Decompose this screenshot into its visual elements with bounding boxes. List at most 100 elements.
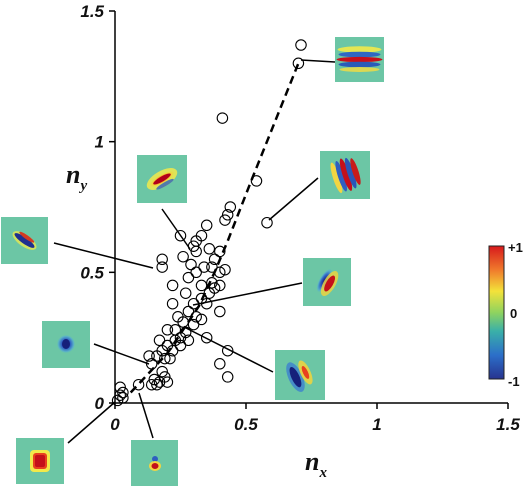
data-point [224, 201, 237, 213]
data-point [195, 313, 208, 326]
data-point [117, 386, 129, 399]
axis-ticks: 0 0.5 1 1.5 0 0.5 1 1.5 [80, 2, 520, 434]
data-point [166, 297, 179, 310]
x-axis-title: nx [305, 447, 327, 481]
data-point [208, 282, 221, 294]
data-point [195, 229, 208, 242]
data-point [159, 352, 171, 365]
y-tick-label: 0.5 [80, 263, 104, 282]
inset-small-bipolar [131, 440, 178, 486]
data-point [143, 350, 155, 362]
data-point [292, 57, 305, 70]
data-point [182, 305, 195, 318]
data-point [156, 253, 168, 266]
y-tick-label: 1.5 [80, 2, 104, 21]
data-point [114, 389, 126, 401]
data-point [198, 261, 210, 273]
colorbar: +1 0 -1 [488, 240, 523, 389]
data-point [221, 344, 234, 357]
data-point [172, 311, 184, 323]
data-point [219, 263, 231, 276]
data-point [206, 261, 218, 273]
data-point [185, 258, 197, 271]
inset-leader-line [53, 242, 154, 269]
data-point [159, 371, 171, 383]
data-point [261, 216, 273, 229]
data-point [151, 378, 163, 391]
data-point [166, 279, 179, 292]
colorbar-gradient [488, 245, 505, 380]
data-point [214, 245, 226, 258]
inset-leader-line [300, 59, 336, 63]
inset-leader-line [161, 208, 191, 250]
data-point [169, 324, 182, 336]
inset-leader-line [268, 177, 319, 221]
data-point [190, 266, 202, 279]
data-point [200, 219, 213, 232]
receptive-field-insets [1, 37, 384, 486]
data-point [182, 334, 195, 347]
inset-leader-line [138, 392, 154, 439]
data-point [164, 352, 176, 365]
data-point [190, 311, 202, 323]
data-point [195, 279, 208, 292]
colorbar-label-mid: 0 [510, 306, 517, 321]
data-point [174, 331, 187, 344]
data-point [208, 253, 221, 266]
inset-diagonal-left [1, 217, 48, 264]
inset-two-lobe [303, 258, 351, 306]
y-axis-title: ny [66, 160, 87, 194]
data-point [221, 371, 234, 383]
data-point [174, 339, 187, 352]
inset-multi-lobe [320, 151, 370, 199]
inset-leader-line [93, 343, 150, 365]
data-point [111, 394, 124, 407]
data-point [214, 279, 226, 292]
data-point [187, 318, 200, 331]
data-point [145, 378, 158, 391]
data-points [111, 39, 307, 407]
data-point [214, 358, 226, 370]
x-tick-label: 0.5 [234, 415, 258, 434]
data-point [161, 324, 174, 336]
inset-two-lobe-vertical [275, 350, 325, 400]
x-tick-label: 1.5 [496, 415, 520, 434]
inset-horizontal-stripes [335, 37, 384, 82]
x-tick-label: 1 [372, 415, 381, 434]
data-point [156, 261, 168, 273]
data-point [177, 250, 189, 263]
data-point [114, 381, 126, 394]
data-point [295, 39, 307, 51]
data-point [161, 376, 174, 388]
inset-blob [42, 321, 90, 368]
data-point [132, 378, 145, 391]
inset-square-blob [16, 438, 64, 484]
data-point [250, 175, 263, 187]
inset-leader-line [192, 282, 303, 306]
y-tick-label: 0 [95, 394, 105, 413]
data-point [156, 365, 168, 378]
data-point [182, 271, 195, 284]
data-point [161, 339, 174, 352]
data-point [174, 229, 187, 242]
data-point [203, 243, 216, 255]
inset-diagonal-elongated [137, 155, 187, 203]
data-point [219, 214, 231, 226]
data-point [221, 209, 234, 221]
data-point [216, 112, 229, 124]
data-point [200, 331, 213, 344]
data-point [117, 392, 129, 404]
inset-leader-line [183, 326, 274, 373]
data-point [153, 334, 166, 347]
data-point [214, 266, 226, 279]
colorbar-label-bottom: -1 [508, 374, 520, 389]
colorbar-label-top: +1 [508, 240, 523, 255]
data-point [148, 373, 161, 386]
x-tick-label: 0 [110, 415, 120, 434]
data-point [214, 305, 226, 318]
inset-leader-line [67, 401, 116, 444]
data-point [179, 287, 192, 299]
y-tick-label: 1 [95, 133, 104, 152]
data-point [206, 277, 218, 289]
